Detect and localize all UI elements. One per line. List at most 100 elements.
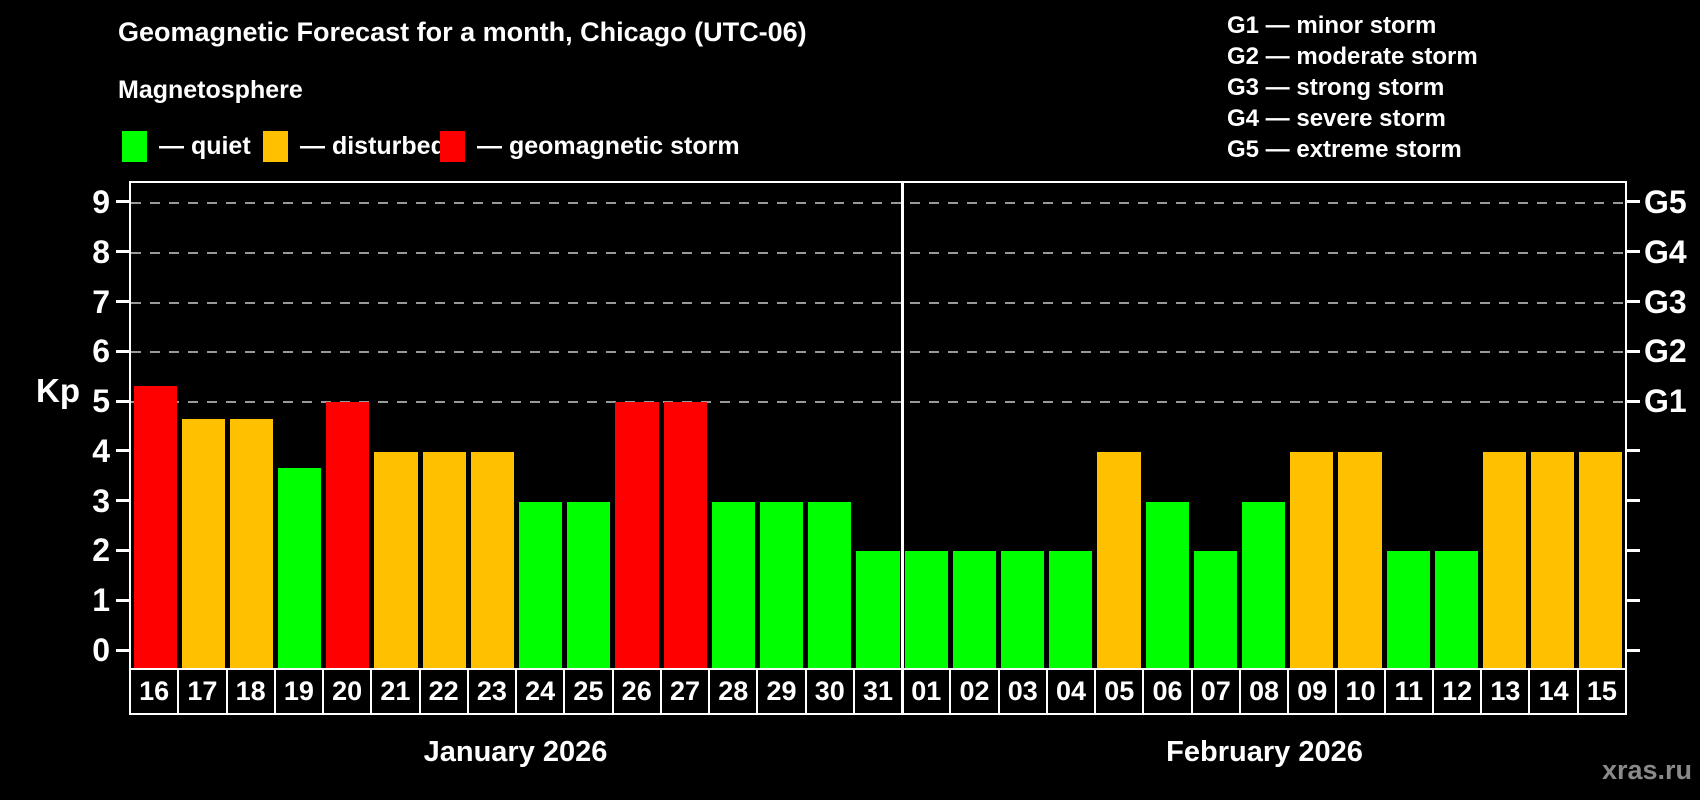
left-axis-tick <box>116 300 130 304</box>
g5-legend-line: G5 — extreme storm <box>1227 136 1462 163</box>
kp-bar-day-20 <box>326 402 370 668</box>
g-level-label-g2: G2 <box>1644 333 1687 370</box>
day-cell: 27 <box>661 670 709 713</box>
kp-bar-day-23 <box>470 451 515 668</box>
right-axis-tick <box>1626 548 1640 552</box>
day-cell: 02 <box>951 670 998 713</box>
y-tick-label: 2 <box>92 532 110 569</box>
y-tick-label: 8 <box>92 233 110 270</box>
quiet-color-swatch <box>122 130 147 162</box>
g-scale-legend: G1 — minor storm G2 — moderate storm G3 … <box>1227 10 1478 165</box>
y-tick-label: 1 <box>92 582 110 619</box>
legend-label-disturbed: — disturbed <box>300 131 446 160</box>
day-cell: 07 <box>1192 670 1239 713</box>
kp-bar-day-01 <box>904 551 948 668</box>
y-tick-label: 5 <box>92 383 110 420</box>
day-cell: 18 <box>227 670 274 713</box>
y-tick-label: 3 <box>92 482 110 519</box>
day-cell: 21 <box>372 670 419 713</box>
left-axis-tick <box>116 399 130 403</box>
kp-bar-day-18 <box>229 418 274 668</box>
g4-legend-line: G4 — severe storm <box>1227 105 1446 132</box>
day-cell: 23 <box>468 670 516 713</box>
day-cell: 28 <box>710 670 757 713</box>
gridline-kp8 <box>131 251 1625 254</box>
kp-bar-day-16 <box>133 385 177 668</box>
left-axis-tick <box>116 648 130 652</box>
right-axis-tick <box>1626 349 1640 353</box>
day-cell: 08 <box>1240 670 1288 713</box>
kp-bar-day-24 <box>519 501 563 668</box>
y-tick-label: 0 <box>92 632 110 668</box>
right-axis-tick <box>1626 200 1640 204</box>
disturbed-color-swatch <box>263 130 288 162</box>
kp-bar-day-14 <box>1531 451 1575 668</box>
kp-bar-day-15 <box>1579 451 1623 668</box>
kp-bar-day-09 <box>1290 451 1334 668</box>
right-axis-tick <box>1626 598 1640 602</box>
day-cell: 20 <box>324 670 371 713</box>
g-level-label-g3: G3 <box>1644 283 1687 320</box>
day-cell: 19 <box>275 670 323 713</box>
right-axis-tick <box>1626 449 1640 453</box>
g3-legend-line: G3 — strong storm <box>1227 74 1445 101</box>
kp-bar-day-02 <box>952 551 996 668</box>
day-cell: 29 <box>758 670 805 713</box>
legend-item-quiet: — quiet <box>122 129 251 163</box>
month-label-february: February 2026 <box>1166 736 1363 768</box>
day-cell: 04 <box>1047 670 1095 713</box>
y-tick-label: 7 <box>92 283 110 320</box>
month-separator-line <box>901 183 904 715</box>
g-level-label-g1: G1 <box>1644 383 1687 420</box>
left-axis-tick <box>116 250 130 254</box>
day-cell: 09 <box>1289 670 1336 713</box>
kp-bar-day-27 <box>663 402 707 668</box>
g-level-label-g4: G4 <box>1644 233 1687 270</box>
day-cell: 05 <box>1096 670 1143 713</box>
legend-label-quiet: — quiet <box>159 131 251 160</box>
kp-bar-day-10 <box>1338 451 1382 668</box>
day-cell: 13 <box>1482 670 1529 713</box>
left-axis-tick <box>116 349 130 353</box>
kp-bar-day-05 <box>1097 451 1141 668</box>
kp-bar-day-11 <box>1386 551 1430 668</box>
gridline-kp7 <box>131 301 1625 304</box>
legend-label-storm: — geomagnetic storm <box>477 131 740 160</box>
g-level-label-g5: G5 <box>1644 183 1687 220</box>
chart-title: Geomagnetic Forecast for a month, Chicag… <box>118 17 807 47</box>
y-axis-title: Kp <box>36 372 80 409</box>
kp-bar-day-30 <box>808 501 852 668</box>
kp-bar-day-12 <box>1434 551 1478 668</box>
magnetosphere-label: Magnetosphere <box>118 76 303 104</box>
y-tick-label: 6 <box>92 333 110 370</box>
kp-bar-day-31 <box>856 551 900 668</box>
right-axis-tick <box>1626 648 1640 652</box>
day-cell: 06 <box>1144 670 1191 713</box>
kp-bar-day-08 <box>1241 501 1286 668</box>
day-cell: 12 <box>1433 670 1481 713</box>
kp-bar-day-28 <box>711 501 755 668</box>
gridline-kp5 <box>131 401 1625 404</box>
gridline-kp9 <box>131 201 1625 204</box>
day-axis: 16 17 18 19 20 21 22 23 24 25 26 27 28 29 30 31 01 02 03 04… <box>129 668 1627 715</box>
watermark: xras.ru <box>1601 755 1692 785</box>
kp-bar-day-29 <box>760 501 804 668</box>
day-cell: 30 <box>806 670 853 713</box>
kp-bar-day-19 <box>278 468 322 668</box>
right-axis-tick <box>1626 499 1640 503</box>
legend-item-storm: — geomagnetic storm <box>440 129 740 163</box>
kp-bar-day-06 <box>1145 501 1189 668</box>
kp-bar-day-04 <box>1049 551 1093 668</box>
day-cell: 10 <box>1337 670 1384 713</box>
month-label-january: January 2026 <box>423 736 608 768</box>
day-cell: 17 <box>179 670 226 713</box>
left-axis-tick <box>116 598 130 602</box>
left-axis-tick <box>116 200 130 204</box>
right-axis-tick <box>1626 300 1640 304</box>
y-tick-label: 9 <box>92 183 110 220</box>
day-cell: 01 <box>903 670 950 713</box>
kp-bar-day-22 <box>422 451 466 668</box>
day-cell: 03 <box>999 670 1046 713</box>
left-axis-tick <box>116 449 130 453</box>
